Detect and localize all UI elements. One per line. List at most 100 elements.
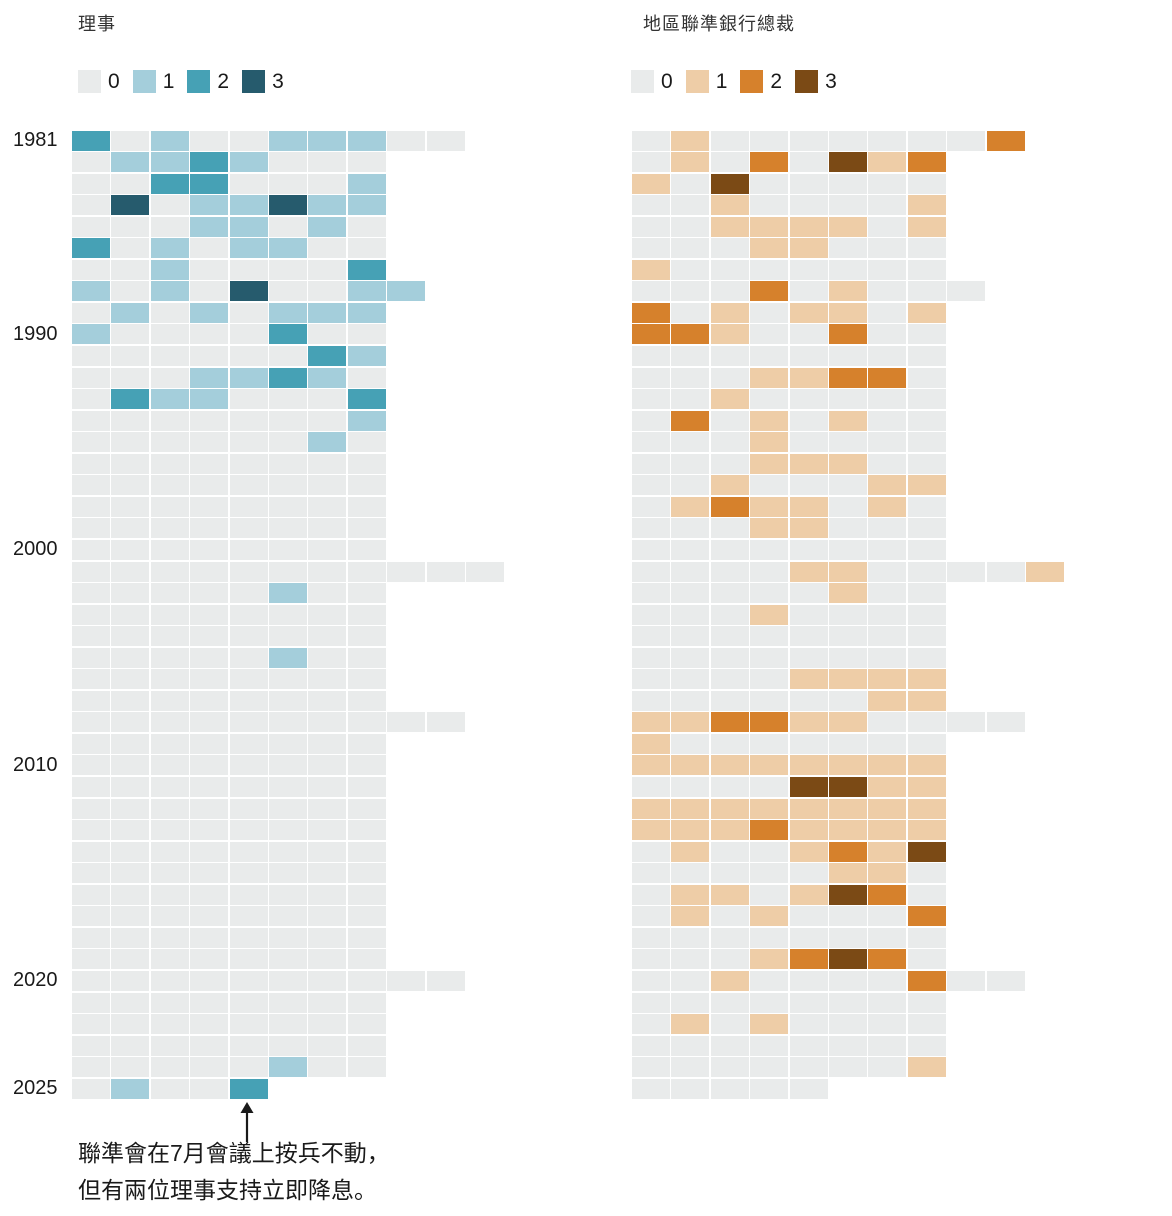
heatmap-cell (907, 281, 946, 302)
heatmap-cell (907, 863, 946, 884)
heatmap-cell (907, 906, 946, 927)
heatmap-cell (632, 733, 670, 754)
heatmap-cell (632, 216, 670, 237)
heatmap-cell (111, 949, 150, 970)
heatmap-cell (269, 259, 307, 280)
heatmap-cell (308, 173, 347, 194)
heatmap-cell (907, 410, 946, 431)
heatmap-cell (710, 1057, 749, 1078)
heatmap-cell (111, 152, 150, 173)
heatmap-cell (868, 1035, 907, 1056)
heatmap-cell (947, 281, 986, 302)
heatmap-cell (111, 863, 150, 884)
heatmap-cell (229, 992, 268, 1013)
heatmap-cell (829, 604, 867, 625)
heatmap-cell (750, 432, 789, 453)
legend-label: 3 (825, 70, 837, 93)
legend-label: 3 (272, 70, 284, 93)
heatmap-cell (789, 777, 828, 797)
heatmap-cell (308, 647, 347, 668)
heatmap-cell (671, 173, 710, 194)
heatmap-cell (710, 733, 749, 754)
heatmap-cell (750, 259, 789, 280)
heatmap-cell (829, 496, 867, 517)
heatmap-cell (229, 561, 268, 582)
legend-label: 1 (162, 70, 175, 93)
heatmap-cell (907, 475, 946, 496)
heatmap-cell (750, 1057, 789, 1078)
heatmap-cell (308, 777, 347, 797)
heatmap-cell (750, 367, 789, 388)
legend-item-1: 1 (685, 70, 727, 93)
heatmap-cell (789, 1078, 828, 1099)
heatmap-cell (190, 626, 229, 647)
heatmap-cell (150, 777, 189, 797)
heatmap-cell (72, 647, 110, 668)
heatmap-cell (72, 195, 110, 216)
heatmap-cell (150, 733, 189, 754)
heatmap-cell (829, 733, 867, 754)
heatmap-cell (308, 841, 347, 862)
heatmap-cell (710, 992, 749, 1013)
heatmap-cell (789, 583, 828, 604)
heatmap-cell (150, 518, 189, 539)
heatmap-cell (868, 130, 907, 151)
heatmap-cell (829, 820, 867, 841)
heatmap-cell (829, 259, 867, 280)
heatmap-cell (111, 216, 150, 237)
legend-item-3: 3 (795, 70, 837, 93)
heatmap-cell (308, 152, 347, 173)
heatmap-cell (789, 453, 828, 474)
heatmap-cell (111, 281, 150, 302)
heatmap-cell (907, 604, 946, 625)
heatmap-cell (72, 539, 110, 560)
heatmap-cell (632, 992, 670, 1013)
heatmap-cell (868, 281, 907, 302)
heatmap-cell (190, 1014, 229, 1035)
heatmap-cell (671, 690, 710, 711)
heatmap-cell (868, 1014, 907, 1035)
heatmap-cell (190, 777, 229, 797)
y-axis-label-2020: 2020 (13, 969, 58, 992)
heatmap-cell (72, 863, 110, 884)
heatmap-cell (750, 647, 789, 668)
heatmap-cell (308, 389, 347, 410)
heatmap-cell (190, 712, 229, 733)
heatmap-cell (308, 1014, 347, 1035)
heatmap-cell (190, 647, 229, 668)
heatmap-cell (868, 733, 907, 754)
heatmap-cell (671, 755, 710, 776)
heatmap-cell (710, 906, 749, 927)
heatmap-cell (632, 690, 670, 711)
heatmap-cell (907, 432, 946, 453)
annotation-line-1: 聯準會在7月會議上按兵不動， (78, 1140, 390, 1166)
heatmap-cell (308, 238, 347, 259)
heatmap-cell (72, 1078, 110, 1099)
heatmap-cell (868, 259, 907, 280)
heatmap-cell (986, 561, 1025, 582)
heatmap-cell (111, 195, 150, 216)
heatmap-cell (308, 690, 347, 711)
heatmap-cell (229, 970, 268, 991)
heatmap-cell (269, 1014, 307, 1035)
heatmap-cell (269, 755, 307, 776)
heatmap-cell (72, 367, 110, 388)
heatmap-cell (868, 518, 907, 539)
heatmap-cell (789, 152, 828, 173)
heatmap-cell (632, 820, 670, 841)
heatmap-cell (671, 733, 710, 754)
heatmap-cell (466, 561, 504, 582)
heatmap-cell (111, 259, 150, 280)
heatmap-cell (229, 539, 268, 560)
heatmap-cell (829, 669, 867, 690)
heatmap-cell (710, 324, 749, 345)
heatmap-cell (750, 604, 789, 625)
heatmap-cell (671, 518, 710, 539)
heatmap-cell (150, 949, 189, 970)
heatmap-cell (190, 346, 229, 366)
heatmap-cell (308, 884, 347, 905)
heatmap-cell (190, 238, 229, 259)
heatmap-cell (72, 970, 110, 991)
heatmap-cell (710, 820, 749, 841)
